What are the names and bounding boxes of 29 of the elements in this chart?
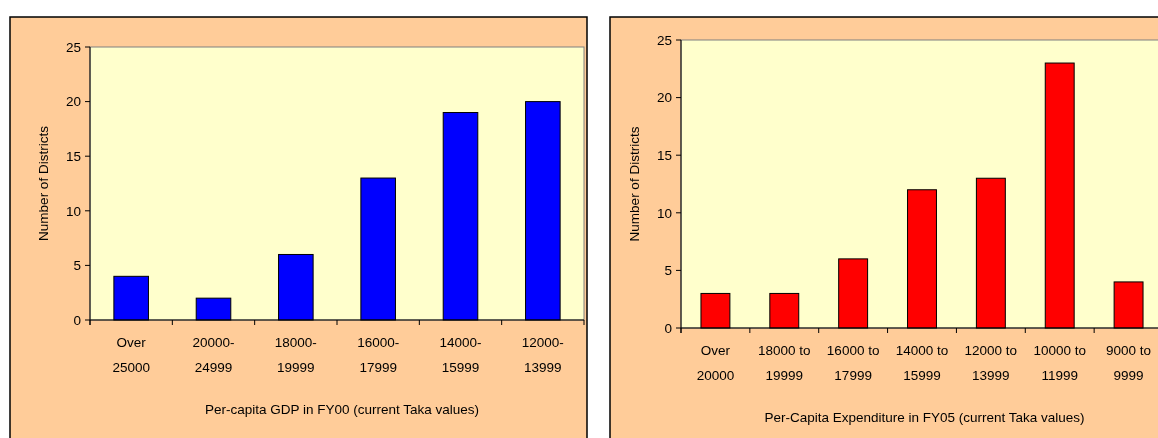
x-tick-label: 16000-17999 (357, 335, 400, 375)
x-tick-label: 12000 to 13999 (964, 343, 1018, 383)
y-tick-label: 25 (65, 39, 81, 55)
y-axis-title: Number of Districts (36, 125, 51, 241)
x-tick-label: 10000 to 11999 (1033, 343, 1086, 383)
y-tick-label: 5 (73, 258, 81, 274)
x-axis-title: Per-capita GDP in FY00 (current Taka values) (204, 402, 480, 417)
y-tick-label: 15 (656, 147, 672, 163)
x-tick-label: 14000 to 15999 (895, 343, 949, 383)
y-tick-label: 10 (65, 203, 81, 219)
y-tick-label: 20 (65, 94, 81, 110)
x-tick-label: 14000-15999 (439, 335, 482, 375)
x-tick-label: 16000 to 17999 (826, 343, 880, 383)
x-tick-label: 18000-19999 (274, 335, 317, 375)
y-tick-label: 25 (656, 32, 672, 48)
y-tick-label: 20 (656, 90, 672, 106)
x-tick-label: 18000 to 19999 (758, 343, 811, 383)
y-tick-label: 0 (73, 312, 81, 328)
x-axis-title: Per-Capita Expenditure in FY05 (current Taka values) (764, 410, 1085, 425)
x-tick-label: 12000-13999 (521, 335, 564, 375)
x-tick-label: Over 25000 (112, 335, 150, 375)
x-tick-label: Over 20000 (696, 343, 735, 383)
y-tick-label: 10 (656, 205, 672, 221)
y-tick-label: 0 (664, 320, 672, 336)
x-tick-label: 20000-24999 (192, 335, 235, 375)
x-tick-label: 9000 to 9999 (1106, 343, 1152, 383)
y-axis-title: Number of Districts (627, 126, 642, 242)
y-tick-label: 15 (65, 148, 81, 164)
y-tick-label: 5 (664, 263, 672, 279)
